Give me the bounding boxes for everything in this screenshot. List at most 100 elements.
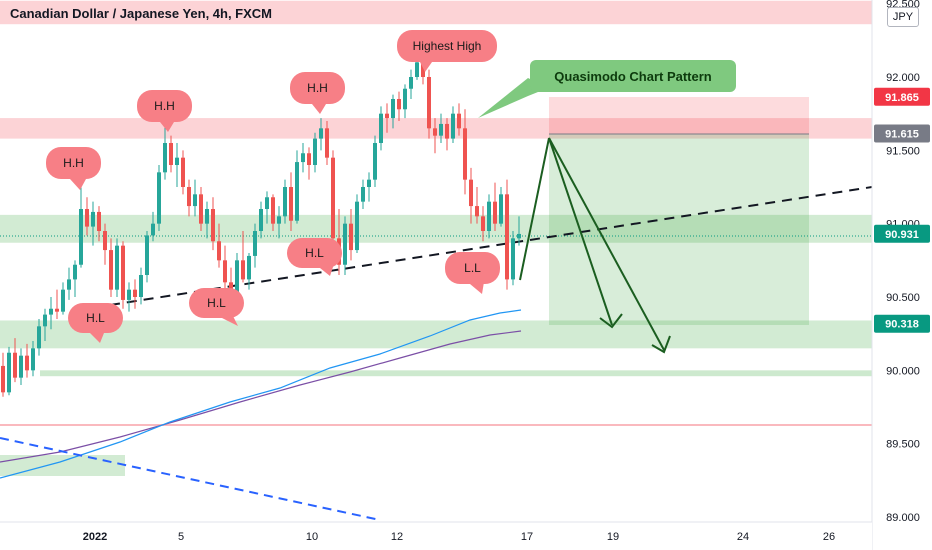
candle-body bbox=[367, 179, 371, 187]
annotation-tail bbox=[70, 179, 86, 190]
candle-body bbox=[79, 209, 83, 265]
candle-body bbox=[31, 348, 35, 371]
candle-body bbox=[115, 245, 119, 290]
candle-body bbox=[493, 201, 497, 224]
chart-title: Canadian Dollar / Japanese Yen, 4h, FXCM bbox=[10, 6, 273, 21]
projection-arrowhead bbox=[599, 313, 623, 329]
candle-body bbox=[175, 157, 179, 165]
candle-body bbox=[427, 77, 431, 129]
support-zone bbox=[0, 320, 872, 349]
candle-body bbox=[139, 275, 143, 297]
price-tick-label: 90.500 bbox=[886, 292, 920, 304]
candle-body bbox=[379, 113, 383, 143]
candle-body bbox=[325, 128, 329, 158]
annotation-label: H.H bbox=[154, 99, 175, 113]
annotation-bubble bbox=[46, 147, 101, 179]
candle-body bbox=[97, 211, 101, 231]
candle-body bbox=[151, 223, 155, 236]
candle-body bbox=[433, 128, 437, 136]
candle-body bbox=[331, 157, 335, 239]
time-tick-label: 26 bbox=[823, 531, 835, 543]
candle-body bbox=[19, 355, 23, 378]
candle-body bbox=[7, 352, 11, 393]
candle-body bbox=[487, 201, 491, 231]
candle-body bbox=[313, 138, 317, 165]
candle-body bbox=[463, 128, 467, 180]
price-badge-label: 91.865 bbox=[885, 92, 919, 104]
candle-body bbox=[259, 209, 263, 231]
candle-body bbox=[343, 223, 347, 265]
currency-unit-button[interactable]: JPY bbox=[887, 7, 919, 27]
annotation-bubble bbox=[287, 238, 342, 268]
candle-body bbox=[469, 179, 473, 207]
price-tick-label: 90.000 bbox=[886, 365, 920, 377]
candle-body bbox=[403, 88, 407, 110]
candle-body bbox=[85, 209, 89, 227]
annotation-label: H.L bbox=[86, 311, 105, 325]
price-tick-label: 91.500 bbox=[886, 145, 920, 157]
candle-body bbox=[349, 223, 353, 251]
candle-body bbox=[91, 211, 95, 227]
candle-body bbox=[271, 197, 275, 224]
candle-body bbox=[355, 201, 359, 251]
candle-body bbox=[475, 206, 479, 217]
candle-body bbox=[49, 308, 53, 315]
annotation-label: H.H bbox=[63, 156, 84, 170]
price-tick-label: 92.500 bbox=[886, 0, 920, 11]
candle-body bbox=[133, 289, 137, 297]
annotation-tail bbox=[90, 333, 104, 343]
pattern-label: Quasimodo Chart Pattern bbox=[554, 69, 712, 84]
take-profit-area bbox=[549, 134, 809, 325]
candle-body bbox=[307, 153, 311, 165]
annotation-bubble bbox=[397, 30, 497, 62]
annotation-label: L.L bbox=[464, 261, 481, 275]
price-tick-label: 89.500 bbox=[886, 439, 920, 451]
time-tick-label: 5 bbox=[178, 531, 184, 543]
annotation-label: H.H bbox=[307, 81, 328, 95]
price-badge-label: 90.931 bbox=[885, 229, 919, 241]
candle-body bbox=[409, 77, 413, 89]
projection-arrowhead bbox=[651, 335, 671, 354]
candle-body bbox=[235, 260, 239, 297]
candle-body bbox=[37, 326, 41, 349]
price-badge-label: 91.615 bbox=[885, 128, 919, 140]
candle-body bbox=[319, 128, 323, 139]
support-zone bbox=[0, 455, 125, 476]
candle-body bbox=[211, 209, 215, 242]
candle-body bbox=[301, 153, 305, 163]
annotation-tail bbox=[420, 62, 432, 72]
candle-body bbox=[223, 260, 227, 283]
candle-body bbox=[61, 289, 65, 312]
candle-body bbox=[451, 113, 455, 139]
candle-body bbox=[241, 260, 245, 280]
resistance-zone bbox=[0, 0, 872, 25]
annotation-tail bbox=[312, 104, 326, 114]
candle-body bbox=[397, 99, 401, 110]
pattern-callout bbox=[530, 60, 736, 92]
annotation-bubble bbox=[137, 90, 192, 122]
candle-body bbox=[1, 365, 5, 393]
candle-body bbox=[169, 143, 173, 165]
moving-average-fast bbox=[0, 309, 522, 479]
time-tick-label: 10 bbox=[306, 531, 318, 543]
downtrend-line bbox=[0, 437, 381, 521]
candle-body bbox=[181, 157, 185, 187]
moving-average-slow bbox=[0, 330, 522, 463]
time-tick-label: 19 bbox=[607, 531, 619, 543]
time-tick-label: 17 bbox=[521, 531, 533, 543]
candle-body bbox=[109, 250, 113, 290]
candle-body bbox=[457, 113, 461, 129]
candle-body bbox=[157, 172, 161, 224]
annotation-label: H.L bbox=[207, 296, 226, 310]
candle-body bbox=[283, 187, 287, 217]
candle-body bbox=[361, 187, 365, 202]
annotation-label: H.L bbox=[305, 246, 324, 260]
price-badge bbox=[874, 124, 930, 143]
candle-body bbox=[277, 216, 281, 224]
stop-loss-area bbox=[549, 97, 809, 134]
projection-line bbox=[519, 137, 550, 281]
price-badge bbox=[874, 87, 930, 106]
candle-body bbox=[127, 289, 131, 300]
